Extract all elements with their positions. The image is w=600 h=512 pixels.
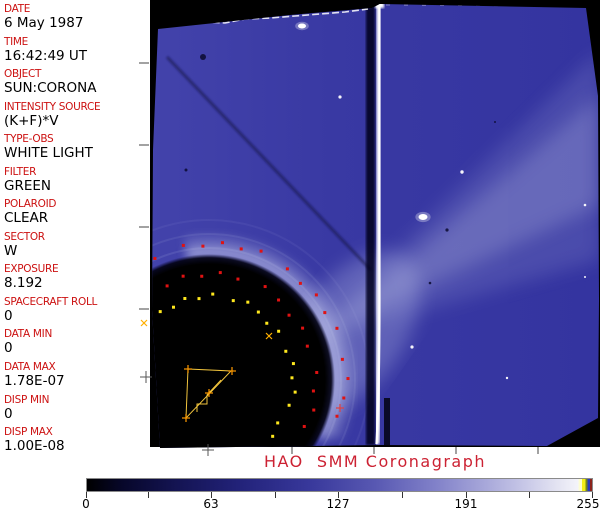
- field-value: 0: [4, 307, 13, 324]
- colorbar-tick: [86, 492, 87, 498]
- field-data-max: DATA MAX 1.78E-07: [0, 359, 150, 392]
- colorbar-tick: [211, 492, 212, 498]
- axis-marks: [139, 62, 539, 456]
- field-sector: SECTOR W: [0, 229, 150, 262]
- dark-ray: [165, 55, 373, 272]
- field-label: DISP MAX: [4, 426, 53, 439]
- metadata-sidebar: DATE 6 May 1987 TIME 16:42:49 UT OBJECT …: [0, 0, 150, 454]
- field-filter: FILTER GREEN: [0, 164, 150, 197]
- pylon: [366, 4, 394, 445]
- coronagraph-image: [139, 0, 600, 456]
- field-value: 16:42:49 UT: [4, 47, 88, 64]
- field-label: DISP MIN: [4, 393, 50, 406]
- field-label: FILTER: [4, 165, 37, 178]
- field-value: 0: [4, 405, 13, 422]
- field-time: TIME 16:42:49 UT: [0, 34, 150, 67]
- colorbar-label-0: 0: [82, 497, 90, 511]
- colorbar-label-63: 63: [203, 497, 219, 511]
- field-polaroid: POLAROID CLEAR: [0, 196, 150, 229]
- colorbar-tick-minor: [402, 492, 403, 498]
- field-object: OBJECT SUN:CORONA: [0, 66, 150, 99]
- field-value: WHITE LIGHT: [4, 145, 93, 162]
- colorbar-tick-minor: [148, 492, 149, 498]
- colorbar-tick: [592, 492, 593, 498]
- field-value: 8.192: [4, 275, 43, 292]
- field-label: TIME: [4, 35, 29, 48]
- field-label: OBJECT: [4, 68, 42, 81]
- field-value: CLEAR: [4, 210, 49, 227]
- field-value: 0: [4, 340, 13, 357]
- colorbar-label-127: 127: [326, 497, 350, 511]
- field-label: INTENSITY SOURCE: [4, 100, 101, 113]
- field-data-min: DATA MIN 0: [0, 326, 150, 359]
- field-value: GREEN: [4, 177, 51, 194]
- field-spacecraft-roll: SPACECRAFT ROLL 0: [0, 294, 150, 327]
- field-value: W: [4, 242, 18, 259]
- field-label: DATA MIN: [4, 328, 52, 341]
- field-intensity-source: INTENSITY SOURCE (K+F)*V: [0, 99, 150, 132]
- colorbar-tick: [466, 492, 467, 498]
- colorbar-tick: [338, 492, 339, 498]
- occulting-disk: [152, 254, 335, 448]
- field-disp-min: DISP MIN 0: [0, 392, 150, 425]
- field-value: 6 May 1987: [4, 15, 84, 31]
- field-label: POLAROID: [4, 198, 57, 211]
- image-title: HAO SMM Coronagraph: [263, 452, 487, 471]
- colorbar-tick-minor: [529, 492, 530, 498]
- field-label: SECTOR: [4, 230, 45, 243]
- colorbar-tick-minor: [275, 492, 276, 498]
- field-date: DATE 6 May 1987: [0, 1, 150, 34]
- field-value: SUN:CORONA: [4, 80, 97, 97]
- field-label: DATA MAX: [4, 361, 56, 374]
- field-label: EXPOSURE: [4, 263, 59, 276]
- field-value: (K+F)*V: [4, 112, 59, 129]
- field-disp-max: DISP MAX 1.00E-08: [0, 424, 150, 457]
- colorbar-label-191: 191: [454, 497, 478, 511]
- field-value: 1.78E-07: [4, 373, 65, 390]
- field-label: DATE: [4, 3, 31, 15]
- field-exposure: EXPOSURE 8.192: [0, 261, 150, 294]
- field-label: TYPE-OBS: [4, 133, 54, 146]
- field-label: SPACECRAFT ROLL: [4, 295, 98, 308]
- field-type-obs: TYPE-OBS WHITE LIGHT: [0, 131, 150, 164]
- colorbar: [86, 478, 593, 492]
- colorbar-label-255: 255: [576, 497, 600, 511]
- ccd-frame: [152, 4, 599, 448]
- field-value: 1.00E-08: [4, 438, 65, 455]
